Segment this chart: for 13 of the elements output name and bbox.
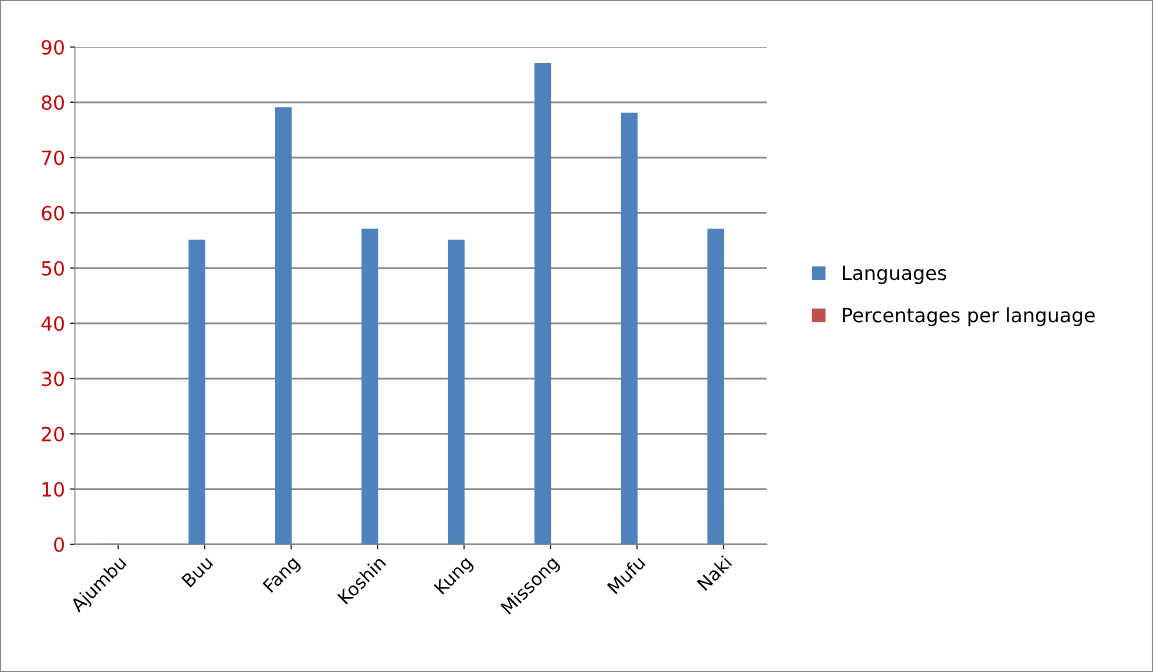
y-tick-label: 70: [42, 150, 64, 166]
legend-label: Percentages per language: [842, 307, 1095, 327]
y-tick-label: 40: [41, 316, 64, 331]
y-tick-label: 10: [42, 482, 64, 497]
y-tick-label: 0: [54, 537, 64, 552]
y-tick-label: 50: [41, 261, 64, 276]
y-tick-label: 30: [41, 371, 64, 387]
y-tick-label: 80: [41, 95, 64, 110]
y-tick-label: 90: [41, 40, 64, 55]
x-tick-label: Buu: [181, 555, 214, 588]
y-tick-label: 20: [41, 426, 64, 442]
legend-label: Languages: [842, 265, 947, 285]
y-tick-label: 60: [41, 205, 64, 221]
